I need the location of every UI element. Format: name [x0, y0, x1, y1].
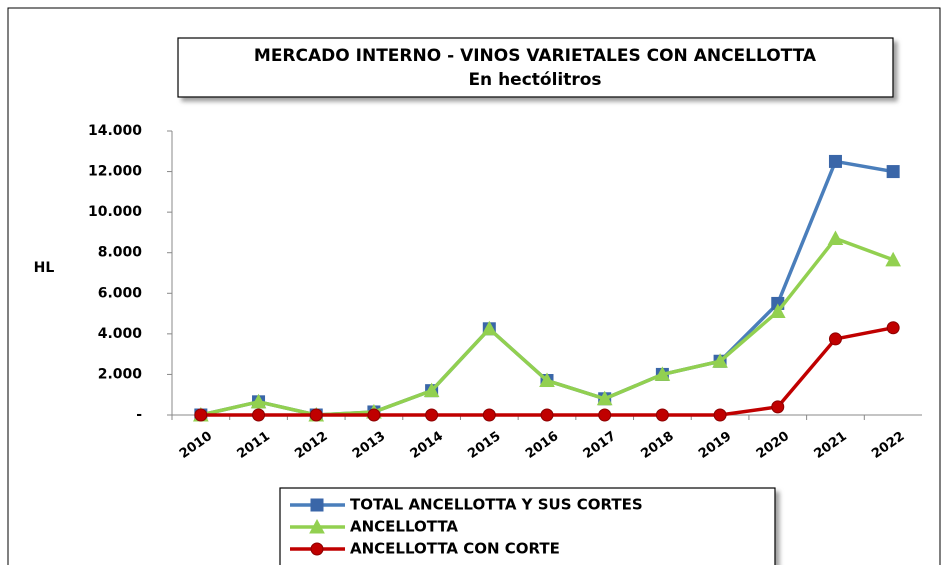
data-point: [654, 366, 671, 381]
legend-marker: [309, 518, 325, 534]
legend-box: [279, 487, 776, 565]
legend-label: ANCELLOTTA CON CORTE: [350, 540, 560, 558]
y-tick-label: 2.000: [98, 366, 143, 382]
x-tick-label: 2015: [465, 429, 503, 462]
x-tick-label: 2014: [408, 429, 446, 462]
y-tick-label: 8.000: [98, 245, 143, 261]
y-tick-label: 12.000: [88, 164, 142, 180]
y-tick-label: 10.000: [88, 204, 142, 220]
chart-border: [7, 7, 941, 565]
data-point: [596, 390, 613, 406]
data-point: [655, 408, 669, 422]
data-point: [713, 408, 727, 422]
x-tick-label: 2017: [581, 429, 619, 462]
title-box: [177, 37, 894, 98]
legend-marker: [310, 542, 324, 556]
chart-subtitle: En hectólitros: [468, 70, 601, 90]
data-point: [539, 372, 555, 388]
y-tick-label: 6.000: [98, 285, 143, 301]
data-point: [828, 154, 842, 168]
y-tick-label: 4.000: [98, 326, 143, 342]
legend-marker: [310, 498, 324, 512]
y-axis-label: HL: [34, 260, 55, 276]
x-tick-label: 2016: [523, 429, 561, 462]
y-tick-label: -: [136, 407, 142, 423]
data-point: [598, 408, 612, 422]
data-point: [252, 408, 266, 422]
chart-title: MERCADO INTERNO - VINOS VARIETALES CON A…: [254, 46, 817, 66]
x-tick-label: 2019: [696, 429, 734, 462]
data-point: [827, 230, 844, 246]
data-point: [250, 393, 267, 409]
data-point: [769, 303, 786, 319]
data-point: [425, 408, 439, 422]
series-line: [200, 326, 894, 417]
data-point: [423, 382, 440, 398]
data-point: [828, 332, 842, 346]
data-point: [367, 408, 381, 422]
x-tick-label: 2011: [235, 429, 273, 462]
x-tick-label: 2021: [812, 429, 850, 462]
x-tick-label: 2020: [754, 429, 792, 462]
data-point: [481, 320, 498, 336]
data-point: [540, 408, 554, 422]
x-tick-label: 2018: [638, 429, 676, 462]
legend-label: ANCELLOTTA: [350, 518, 458, 536]
data-point: [482, 408, 496, 422]
x-tick-label: 2012: [292, 429, 330, 462]
x-tick-label: 2013: [350, 429, 388, 462]
data-point: [194, 408, 208, 422]
data-point: [309, 408, 323, 422]
legend-label: TOTAL ANCELLOTTA Y SUS CORTES: [350, 496, 643, 514]
y-tick-label: 14.000: [88, 123, 142, 139]
x-tick-label: 2022: [869, 429, 907, 462]
series-line: [200, 236, 894, 417]
data-point: [886, 165, 900, 179]
x-tick-label: 2010: [177, 429, 215, 462]
data-point: [771, 400, 785, 414]
data-point: [886, 321, 900, 335]
data-point: [712, 353, 728, 368]
data-point: [885, 251, 901, 267]
